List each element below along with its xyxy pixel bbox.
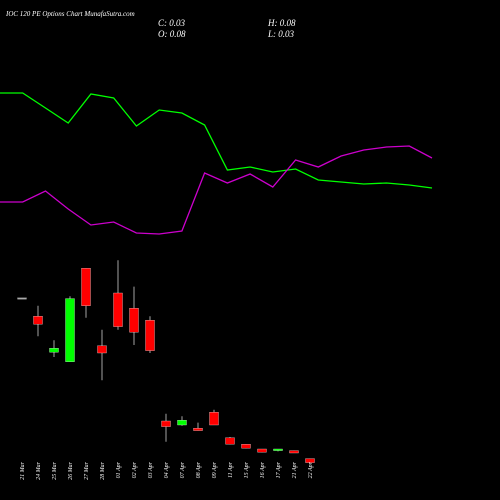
candle-body bbox=[97, 345, 107, 354]
x-tick-label: 27 Mar bbox=[84, 461, 90, 479]
candle-body bbox=[161, 420, 171, 427]
candle-body bbox=[145, 320, 155, 351]
candle-body bbox=[257, 448, 267, 453]
indicator-line bbox=[0, 145, 433, 235]
x-tick-label: 07 Apr bbox=[180, 461, 186, 478]
candle-body bbox=[193, 428, 203, 431]
x-tick-label: 02 Apr bbox=[132, 461, 138, 478]
candle-body bbox=[241, 444, 251, 449]
x-tick-label: 01 Apr bbox=[116, 461, 122, 478]
x-tick-label: 25 Mar bbox=[52, 461, 58, 479]
x-tick-label: 22 Apr bbox=[308, 461, 314, 478]
chart-title: IOC 120 PE Options Chart MunafaSutra.com bbox=[5, 10, 135, 18]
x-tick-label: 21 Mar bbox=[20, 461, 26, 479]
candle-body bbox=[113, 292, 123, 327]
x-tick-label: 09 Apr bbox=[212, 461, 218, 478]
candle-body bbox=[305, 458, 315, 463]
x-tick-label: 15 Apr bbox=[244, 461, 250, 478]
candle-body bbox=[177, 420, 187, 426]
candle-body bbox=[81, 268, 91, 306]
high-label: H: 0.08 bbox=[267, 18, 296, 28]
candle-body bbox=[209, 412, 219, 426]
low-label: L: 0.03 bbox=[267, 29, 295, 39]
x-tick-label: 17 Apr bbox=[276, 461, 282, 478]
x-tick-label: 24 Mar bbox=[35, 461, 42, 479]
x-tick-label: 21 Apr bbox=[292, 461, 298, 478]
candle-body bbox=[129, 308, 139, 333]
candle-body bbox=[49, 348, 59, 353]
x-tick-label: 28 Mar bbox=[100, 461, 106, 479]
candle-body bbox=[33, 316, 43, 325]
x-tick-label: 08 Apr bbox=[196, 461, 202, 478]
candle-body bbox=[289, 450, 299, 454]
candle-body bbox=[17, 297, 27, 300]
close-label: C: 0.03 bbox=[158, 18, 186, 28]
indicator-line bbox=[0, 92, 433, 189]
candle-body bbox=[273, 448, 283, 451]
open-label: O: 0.08 bbox=[158, 29, 186, 39]
candle-body bbox=[65, 298, 75, 362]
x-tick-label: 03 Apr bbox=[148, 461, 154, 478]
x-tick-label: 16 Apr bbox=[260, 461, 266, 478]
x-tick-label: 04 Apr bbox=[163, 461, 170, 478]
x-tick-label: 11 Apr bbox=[228, 461, 234, 478]
x-tick-label: 26 Mar bbox=[68, 461, 74, 479]
candle-body bbox=[225, 437, 235, 445]
